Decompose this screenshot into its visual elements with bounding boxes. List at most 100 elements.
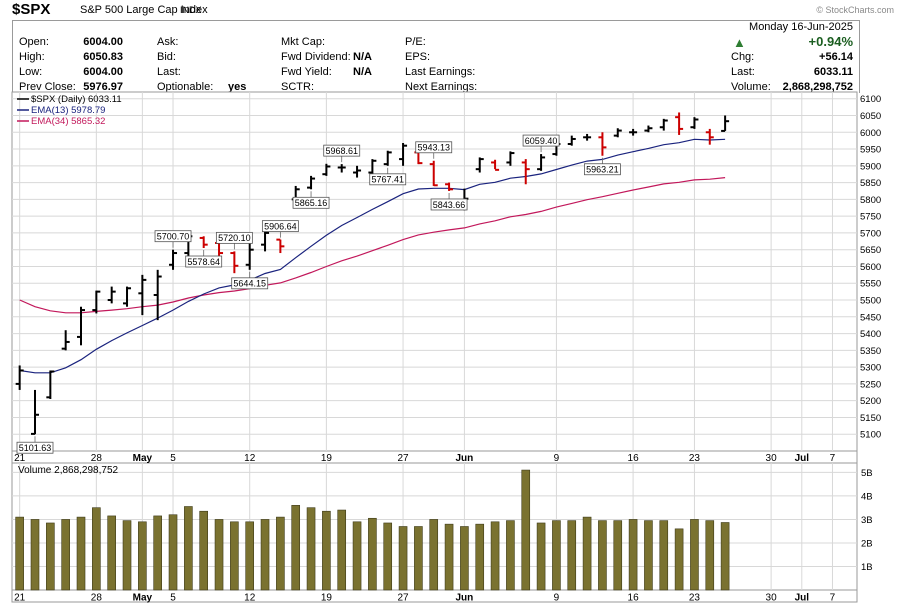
volume-bar xyxy=(30,519,40,591)
price-date-tick-label: 27 xyxy=(397,453,409,464)
price-date-tick-label: 9 xyxy=(554,453,560,464)
symbol-title: $SPX xyxy=(12,1,51,18)
brand-watermark: © StockCharts.com xyxy=(816,5,894,15)
price-axis-tick-label: 5700 xyxy=(860,228,881,239)
ema34-line xyxy=(19,177,726,314)
price-axis-tick-label: 5600 xyxy=(860,262,881,273)
volume-bar xyxy=(506,520,515,591)
annotation-box xyxy=(430,198,468,211)
volume-bar xyxy=(475,523,485,591)
annotation-box xyxy=(522,134,560,147)
price-axis-tick-label: 6000 xyxy=(860,128,881,139)
volume-bar xyxy=(644,520,653,591)
annotation-label: 5906.64 xyxy=(264,221,297,231)
volume-date-tick-label: 23 xyxy=(689,593,701,604)
annotation-label: 5843.66 xyxy=(433,200,466,210)
volume-date-tick-label: 21 xyxy=(14,593,26,604)
volume-date-tick-label: 5 xyxy=(170,593,176,604)
last-label: Last: xyxy=(157,66,181,78)
volume-bar xyxy=(291,505,301,591)
high-value: 6050.83 xyxy=(83,51,123,63)
volume-bar xyxy=(276,516,285,591)
volume-bar xyxy=(168,514,178,591)
volume-bar xyxy=(368,517,377,591)
volume-bar xyxy=(322,510,331,591)
annotation-box xyxy=(584,163,621,176)
price-date-tick-label: Jul xyxy=(795,453,810,464)
volume-value: 2,868,298,752 xyxy=(782,81,853,93)
volume-axis-tick-label: 1B xyxy=(861,562,873,573)
price-date-tick-label: May xyxy=(133,453,153,464)
price-axis-tick-label: 6050 xyxy=(860,111,881,122)
exchange-label: INDX xyxy=(180,5,202,15)
volume-bar xyxy=(214,519,224,591)
optionable-value: yes xyxy=(228,81,247,93)
price-date-tick-label: 16 xyxy=(628,453,640,464)
volume-bar xyxy=(628,519,638,591)
change-value: +56.14 xyxy=(819,51,853,63)
volume-bar xyxy=(460,526,469,591)
ema13-line xyxy=(19,138,726,374)
price-axis-tick-label: 5100 xyxy=(860,430,881,441)
volume-bar xyxy=(567,520,577,591)
volume-label: Volume: xyxy=(731,81,771,93)
change-label: Chg: xyxy=(731,51,755,63)
high-label: High: xyxy=(19,51,45,63)
quote-date: Monday 16-Jun-2025 xyxy=(749,21,853,33)
bid-label: Bid: xyxy=(157,51,176,63)
price-date-tick-label: 28 xyxy=(91,453,103,464)
volume-bar xyxy=(383,522,393,591)
up-arrow-icon: ▲ xyxy=(733,35,746,50)
volume-bar xyxy=(15,516,24,591)
volume-bar xyxy=(398,526,408,591)
volume-bar xyxy=(61,519,70,591)
price-date-tick-label: 30 xyxy=(766,453,778,464)
low-label: Low: xyxy=(19,66,43,78)
open-value: 6004.00 xyxy=(83,36,123,48)
volume-bar xyxy=(536,522,546,591)
volume-bar xyxy=(184,506,193,591)
annotation-box xyxy=(185,255,223,268)
volume-date-tick-label: 27 xyxy=(397,593,409,604)
annotation-label: 5101.63 xyxy=(19,443,52,453)
prev-close-value: 5976.97 xyxy=(83,81,123,93)
volume-date-tick-label: 30 xyxy=(766,593,778,604)
volume-bar xyxy=(107,515,116,591)
fwd-yield-value: N/A xyxy=(353,66,372,78)
prev-close-label: Prev Close: xyxy=(19,81,76,93)
fwd-yield-label: Fwd Yield: xyxy=(281,66,332,78)
sctr-label: SCTR: xyxy=(281,81,314,93)
volume-axis-tick-label: 4B xyxy=(861,491,873,502)
volume-bar xyxy=(444,523,454,591)
volume-bar xyxy=(552,520,561,591)
last-price-label: Last: xyxy=(731,66,755,78)
price-date-tick-label: 21 xyxy=(14,453,26,464)
price-axis-tick-label: 5550 xyxy=(860,279,881,290)
price-axis-tick-label: 5300 xyxy=(860,363,881,374)
price-axis-tick-label: 6100 xyxy=(860,94,881,105)
annotation-label: 5943.13 xyxy=(417,143,450,153)
price-axis-tick-label: 5650 xyxy=(860,245,881,256)
legend-entry: EMA(13) 5978.79 xyxy=(31,105,105,116)
volume-bar xyxy=(76,516,86,591)
open-label: Open: xyxy=(19,36,49,48)
volume-bar xyxy=(705,520,715,591)
eps-label: EPS: xyxy=(405,51,431,63)
annotation-label: 5644.15 xyxy=(233,279,266,289)
volume-bar xyxy=(245,521,255,591)
quote-panel: Open: 6004.00 High: 6050.83 Low: 6004.00… xyxy=(12,20,860,93)
volume-bar xyxy=(521,469,531,591)
volume-bar xyxy=(352,521,362,591)
volume-bar xyxy=(92,507,101,591)
price-axis-tick-label: 5200 xyxy=(860,396,881,407)
percent-change: +0.94% xyxy=(808,34,853,49)
title-bar: $SPX S&P 500 Large Cap Index INDX © Stoc… xyxy=(0,0,900,20)
volume-bar xyxy=(490,521,500,591)
annotation-label: 5963.21 xyxy=(586,165,619,175)
annotation-label: 6059.40 xyxy=(525,136,558,146)
volume-bar xyxy=(122,520,132,591)
volume-bar xyxy=(429,519,439,591)
pe-label: P/E: xyxy=(405,36,426,48)
annotation-box xyxy=(215,231,253,244)
price-axis-tick-label: 5150 xyxy=(860,413,881,424)
